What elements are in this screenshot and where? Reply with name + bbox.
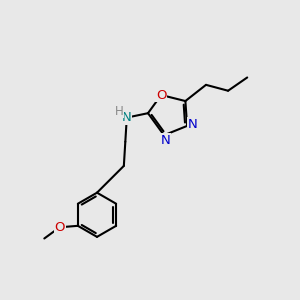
Text: N: N bbox=[160, 134, 170, 147]
Text: O: O bbox=[156, 88, 166, 101]
Text: N: N bbox=[122, 111, 132, 124]
Text: N: N bbox=[188, 118, 197, 131]
Text: H: H bbox=[115, 105, 123, 118]
Text: O: O bbox=[54, 221, 65, 234]
